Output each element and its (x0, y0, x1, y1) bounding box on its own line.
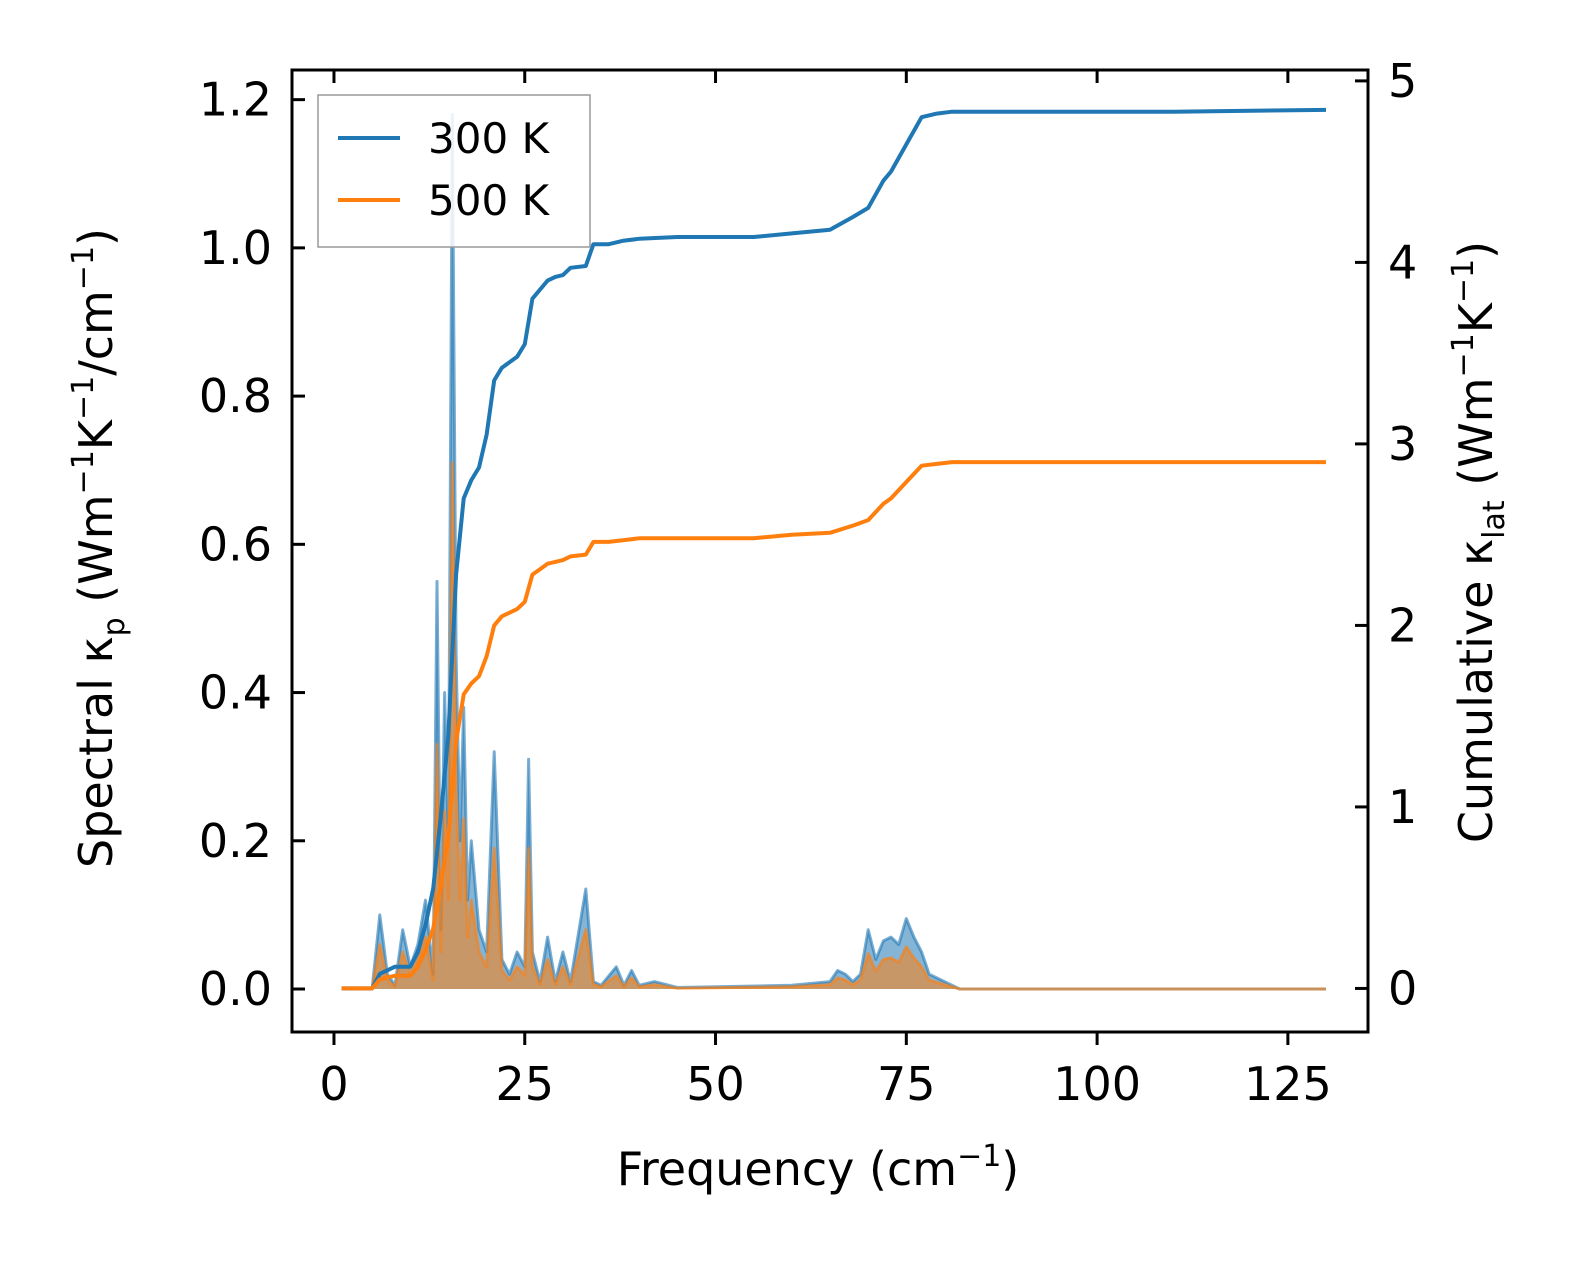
x-tick-label: 0 (319, 1057, 348, 1111)
y-right-tick-label: 5 (1388, 54, 1417, 108)
axes-frame (290, 68, 1370, 1034)
y-right-tick-label: 3 (1388, 417, 1417, 471)
x-tick-label: 50 (686, 1057, 745, 1111)
y-right-tick-label: 2 (1388, 598, 1417, 652)
y-right-tick-label: 1 (1388, 780, 1417, 834)
legend: 300 K 500 K (317, 94, 591, 248)
y-left-tick-label: 0.2 (199, 814, 272, 868)
legend-box (317, 94, 591, 248)
y-axis-right-title: Cumulative κlat (Wm−1K−1) (1446, 241, 1512, 843)
y-axis-left-title: Spectral κp (Wm−1K−1/cm−1) (66, 228, 132, 868)
y-axis-right: 0 1 2 3 4 5 (1355, 54, 1417, 1015)
cumulative-line-500k (341, 460, 1326, 991)
y-left-tick-label: 1.2 (199, 73, 272, 127)
x-tick-label: 75 (877, 1057, 936, 1111)
y-left-tick-label: 1.0 (199, 221, 272, 275)
y-left-tick-label: 0.4 (199, 666, 272, 720)
spectral-line-500k (341, 461, 1326, 991)
legend-label-500k: 500 K (428, 176, 551, 225)
cumulative-line-300k (341, 107, 1327, 991)
y-right-tick-label: 4 (1388, 235, 1417, 289)
y-left-tick-label: 0.8 (199, 369, 272, 423)
cumulative-layer (341, 107, 1327, 991)
legend-label-300k: 300 K (428, 114, 551, 163)
plot-area (290, 68, 1370, 1034)
y-left-tick-label: 0.6 (199, 517, 272, 571)
x-tick-label: 25 (495, 1057, 554, 1111)
x-tick-label: 125 (1244, 1057, 1332, 1111)
y-right-tick-label: 0 (1388, 961, 1417, 1015)
x-axis-title: Frequency (cm−1) (617, 1139, 1020, 1196)
x-axis: 0 25 50 75 100 125 (319, 70, 1332, 1111)
y-axis-left: 0.0 0.2 0.4 0.6 0.8 1.0 1.2 (199, 73, 305, 1016)
x-tick-label: 100 (1053, 1057, 1141, 1111)
y-left-tick-label: 0.0 (199, 962, 272, 1016)
spectral-layer (341, 113, 1327, 991)
